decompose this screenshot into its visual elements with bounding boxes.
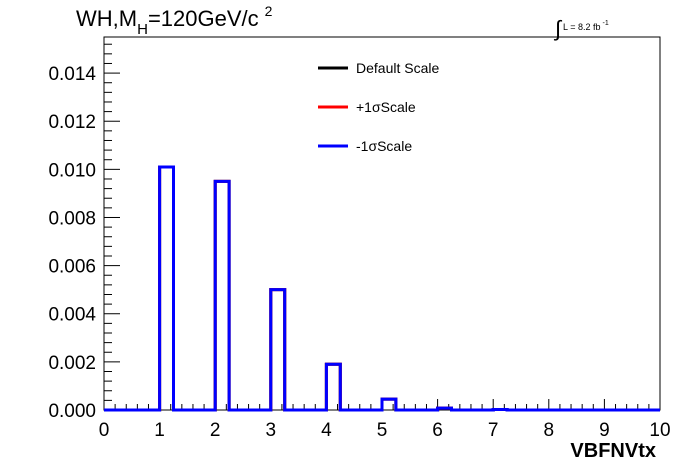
y-tick-label: 0.004: [48, 305, 96, 326]
luminosity-label: ∫ L = 8.2 fb -1: [555, 10, 609, 41]
legend-label: -1σScale: [356, 138, 412, 154]
y-axis-ticks: 0.000 0.002 0.004 0.006 0.008 0.010 0.012 0.014: [48, 43, 120, 422]
plot-border: [103, 36, 661, 411]
x-tick-label: 2: [210, 420, 221, 441]
x-tick-label: 5: [377, 420, 388, 441]
x-tick-label: 6: [432, 420, 443, 441]
x-tick-label: 9: [599, 420, 610, 441]
x-axis-label: VBFNVtx: [570, 440, 656, 462]
x-tick-label: 1: [154, 420, 165, 441]
y-tick-label: 0.014: [48, 64, 96, 85]
x-tick-label: 7: [488, 420, 499, 441]
title-subscript: H: [137, 21, 148, 38]
series-line: [104, 165, 660, 412]
y-tick-label: 0.012: [48, 112, 96, 133]
chart-title: WH,MH=120GeV/c 2: [76, 3, 273, 38]
y-tick-label: 0.006: [48, 257, 96, 278]
legend: Default Scale +1σScale -1σScale: [318, 60, 439, 154]
y-tick-label: 0.010: [48, 160, 96, 181]
legend-label: +1σScale: [356, 99, 416, 115]
title-main: WH,M: [76, 6, 138, 31]
luminosity-exponent: -1: [602, 20, 609, 27]
series-line: [104, 165, 660, 412]
integral-symbol: ∫: [555, 16, 562, 41]
x-tick-label: 0: [99, 420, 110, 441]
y-tick-label: 0.000: [48, 401, 96, 422]
title-superscript: 2: [264, 3, 273, 19]
x-tick-label: 8: [544, 420, 555, 441]
x-tick-label: 3: [266, 420, 277, 441]
x-tick-label: 10: [649, 420, 670, 441]
plot-frame: [103, 36, 661, 411]
legend-label: Default Scale: [356, 60, 439, 76]
y-tick-label: 0.008: [48, 208, 96, 229]
x-tick-label: 4: [321, 420, 332, 441]
y-tick-label: 0.002: [48, 353, 96, 374]
title-value: =120GeV/c: [147, 6, 259, 31]
series-line: [104, 165, 660, 412]
histogram-series: [104, 165, 660, 412]
luminosity-text: L = 8.2 fb: [563, 22, 601, 32]
x-axis-ticks: 0 1 2 3 4 5 6 7 8 9 10: [99, 399, 671, 441]
